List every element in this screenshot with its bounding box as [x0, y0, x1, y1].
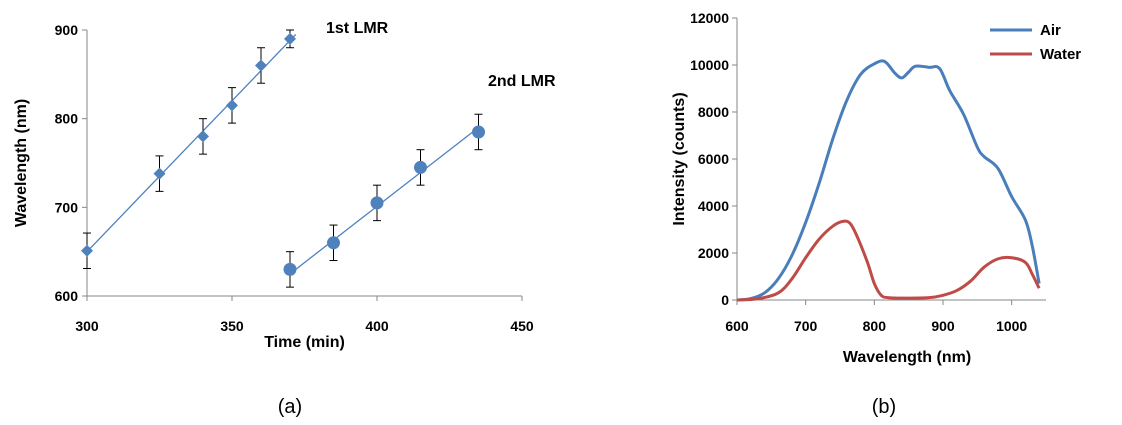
x-tick-label: 350 — [220, 318, 244, 334]
x-tick-label: 300 — [75, 318, 99, 334]
data-point-diamond — [197, 130, 209, 143]
chart-panel-a: 600 700 800 900 300 350 400 450 Time (min) Wavele… — [13, 20, 556, 418]
legend-label-air: Air — [1040, 22, 1061, 39]
y-tick-label: 4000 — [698, 198, 729, 214]
x-tick-label: 450 — [510, 318, 534, 334]
data-point-circle — [283, 262, 297, 276]
panel-label-b: (b) — [872, 396, 896, 418]
data-point-circle — [370, 196, 384, 210]
data-point-diamond — [153, 167, 166, 180]
annotation-2nd-lmr: 2nd LMR — [488, 73, 556, 90]
y-tick-label: 10000 — [690, 57, 729, 73]
series-line-air — [736, 59, 1041, 302]
y-tick-label: 0 — [721, 292, 729, 308]
panel-label-a: (a) — [278, 396, 302, 418]
data-point-diamond — [284, 32, 296, 45]
series-line-water — [736, 219, 1041, 302]
y-tick-label: 12000 — [690, 10, 729, 26]
x-tick-label: 700 — [794, 318, 818, 334]
data-point-circle — [414, 160, 427, 174]
y-tick-label: 700 — [55, 199, 79, 215]
chart-panel-b: 0 2000 4000 6000 8000 10000 12000 600 700 800 900 1… — [671, 10, 1081, 418]
x-tick-label: 1000 — [996, 318, 1027, 334]
x-tick-label: 400 — [365, 318, 389, 334]
y-tick-label: 2000 — [698, 245, 729, 261]
data-point-circle — [472, 125, 485, 139]
trend-line — [289, 127, 479, 275]
data-point-diamond — [255, 59, 267, 72]
legend-label-water: Water — [1040, 46, 1081, 63]
y-tick-label: 600 — [55, 288, 79, 304]
x-tick-label: 600 — [725, 318, 749, 334]
y-axis-title: Intensity (counts) — [671, 92, 688, 225]
x-axis-title: Time (min) — [264, 334, 345, 351]
x-axis-title: Wavelength (nm) — [843, 349, 971, 366]
y-tick-label: 8000 — [698, 104, 729, 120]
x-tick-label: 800 — [863, 318, 887, 334]
data-point-diamond — [226, 99, 238, 112]
annotation-1st-lmr: 1st LMR — [326, 20, 389, 37]
data-point-circle — [327, 236, 340, 250]
x-tick-label: 900 — [931, 318, 955, 334]
y-tick-label: 6000 — [698, 151, 729, 167]
y-axis-title: Wavelength (nm) — [13, 99, 30, 227]
data-point-diamond — [81, 244, 93, 257]
y-tick-label: 800 — [55, 111, 79, 127]
y-tick-label: 900 — [55, 22, 79, 38]
